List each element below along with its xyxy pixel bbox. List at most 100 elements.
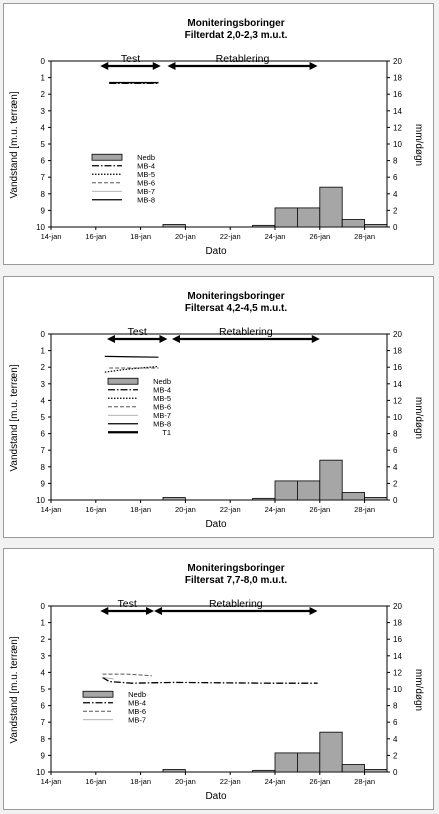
- phase-label: Test: [118, 598, 137, 610]
- x-tick-label: 28-jan: [354, 232, 375, 241]
- legend-label: Nedb: [153, 377, 171, 386]
- series-mb-4-line: [102, 676, 318, 684]
- x-tick-label: 14-jan: [41, 505, 62, 514]
- precip-bar: [319, 459, 343, 501]
- y2-tick-label: 8: [393, 157, 398, 166]
- y-tick-label: 0: [41, 602, 46, 611]
- y2-tick-label: 18: [393, 347, 402, 356]
- precip-bar: [319, 731, 343, 773]
- x-tick-label: 26-jan: [309, 232, 330, 241]
- phase-label: Retablering: [216, 53, 270, 65]
- precip-bar: [319, 186, 343, 228]
- x-tick-label: 20-jan: [175, 232, 196, 241]
- phase-arrow-head-left: [167, 62, 176, 70]
- legend-swatch-bar: [107, 377, 139, 385]
- y-tick-label: 4: [41, 668, 46, 677]
- chart-subtitle: Filtersat 4,2-4,5 m.u.t.: [185, 303, 287, 314]
- y2-tick-label: 20: [393, 602, 402, 611]
- x-axis-label: Dato: [205, 246, 227, 257]
- phase-arrow-head-left: [107, 335, 115, 343]
- y2-tick-label: 0: [393, 496, 398, 505]
- phase-arrow-head-right: [309, 607, 318, 615]
- chart-title: Moniteringsboringer: [187, 291, 284, 302]
- y2-tick-label: 6: [393, 173, 398, 182]
- precip-bar: [252, 224, 276, 228]
- y-axis-label: Vandstand [m.u. terræn]: [9, 364, 20, 471]
- x-tick-label: 18-jan: [130, 777, 151, 786]
- x-tick-label: 16-jan: [85, 777, 106, 786]
- y2-tick-label: 16: [393, 363, 402, 372]
- y2-axis-label: mm/døgn: [413, 669, 424, 711]
- y2-tick-label: 10: [393, 140, 402, 149]
- chart-panel-filter-7-7: Moniteringsboringer Filtersat 7,7-8,0 m.…: [3, 548, 434, 810]
- x-tick-label: 14-jan: [41, 232, 62, 241]
- y-tick-label: 10: [36, 223, 45, 232]
- y-tick-label: 1: [41, 347, 46, 356]
- precip-bar: [274, 207, 298, 228]
- y-tick-label: 7: [41, 173, 46, 182]
- precip-bar: [296, 480, 321, 501]
- legend-label: MB-8: [137, 195, 155, 204]
- y-tick-label: 4: [41, 123, 46, 132]
- x-tick-label: 24-jan: [265, 505, 286, 514]
- y-tick-label: 3: [41, 380, 46, 389]
- x-tick-label: 16-jan: [85, 232, 106, 241]
- y2-tick-label: 16: [393, 635, 402, 644]
- legend-label: MB-7: [128, 715, 146, 724]
- y-tick-label: 6: [41, 157, 46, 166]
- precip-bar: [252, 497, 276, 501]
- legend-label: MB-7: [153, 411, 171, 420]
- y-tick-label: 1: [41, 619, 46, 628]
- y-axis-label: Vandstand [m.u. terræn]: [9, 91, 20, 198]
- legend-label: MB-4: [128, 698, 146, 707]
- y-tick-label: 10: [36, 768, 45, 777]
- precip-bar: [162, 769, 186, 773]
- y2-tick-label: 18: [393, 619, 402, 628]
- precip-bar: [162, 497, 186, 501]
- legend-label: T1: [162, 428, 171, 437]
- y-tick-label: 9: [41, 479, 46, 488]
- y-tick-label: 0: [41, 330, 46, 339]
- chart-panel-filter-4-2: Moniteringsboringer Filtersat 4,2-4,5 m.…: [3, 276, 434, 538]
- x-tick-label: 26-jan: [309, 505, 330, 514]
- y-tick-label: 7: [41, 446, 46, 455]
- y-tick-label: 2: [41, 363, 46, 372]
- precip-bar: [341, 219, 366, 228]
- phase-arrow-head-left: [171, 335, 180, 343]
- y-tick-label: 5: [41, 140, 46, 149]
- x-axis-label: Dato: [205, 519, 227, 530]
- precip-bar: [162, 224, 186, 228]
- precip-bar: [296, 207, 321, 228]
- precip-bar: [274, 752, 298, 773]
- y2-tick-label: 4: [393, 735, 398, 744]
- chart-title: Moniteringsboringer: [187, 18, 284, 29]
- x-tick-label: 24-jan: [265, 232, 286, 241]
- legend-label: Nedb: [128, 690, 146, 699]
- y2-tick-label: 2: [393, 751, 398, 760]
- y-tick-label: 1: [41, 74, 46, 83]
- x-tick-label: 24-jan: [265, 777, 286, 786]
- legend-label: MB-4: [137, 161, 155, 170]
- chart-svg: Moniteringsboringer Filtersat 7,7-8,0 m.…: [9, 563, 424, 802]
- y-tick-label: 2: [41, 90, 46, 99]
- y2-tick-label: 2: [393, 206, 398, 215]
- phase-label: Retablering: [209, 598, 263, 610]
- legend-label: MB-7: [137, 187, 155, 196]
- y2-tick-label: 12: [393, 668, 402, 677]
- y-tick-label: 6: [41, 702, 46, 711]
- y-tick-label: 0: [41, 57, 46, 66]
- y-tick-label: 4: [41, 396, 46, 405]
- precip-bar: [274, 480, 298, 501]
- x-tick-label: 22-jan: [220, 777, 241, 786]
- y-tick-label: 5: [41, 413, 46, 422]
- y2-tick-label: 0: [393, 223, 398, 232]
- legend-label: MB-5: [153, 394, 171, 403]
- x-tick-label: 18-jan: [130, 505, 151, 514]
- phase-arrow-head-right: [152, 62, 161, 70]
- y2-tick-label: 6: [393, 718, 398, 727]
- y2-tick-label: 14: [393, 652, 402, 661]
- chart-title: Moniteringsboringer: [187, 563, 284, 574]
- y2-tick-label: 4: [393, 190, 398, 199]
- y2-axis-label: mm/døgn: [413, 124, 424, 166]
